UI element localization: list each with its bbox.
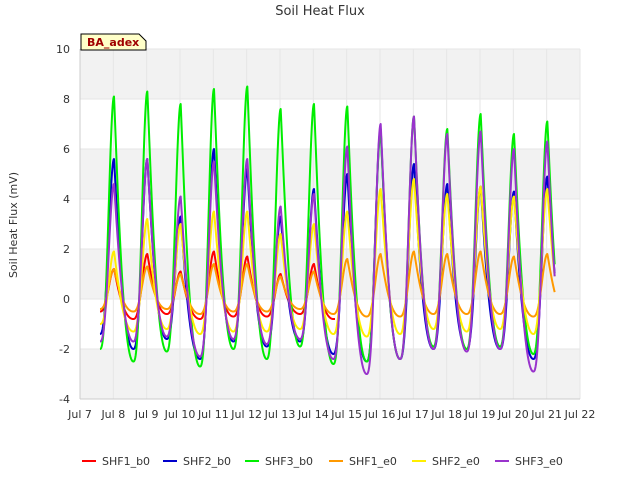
legend-item-shf1_b0: SHF1_b0 (82, 455, 150, 468)
x-tick-label: Jul 18 (430, 408, 462, 421)
y-tick-label: -4 (59, 393, 70, 406)
x-tick-label: Jul 9 (134, 408, 159, 421)
y-tick-label: 2 (63, 243, 70, 256)
background-bands (80, 49, 580, 399)
y-tick-label: 4 (63, 193, 70, 206)
background-band (80, 49, 580, 99)
x-tick-label: Jul 16 (364, 408, 396, 421)
legend-label: SHF2_e0 (432, 455, 480, 468)
y-tick-label: 10 (56, 43, 70, 56)
legend-item-shf1_e0: SHF1_e0 (329, 455, 397, 468)
series-line-shf1_e0 (99, 250, 556, 318)
legend-label: SHF1_b0 (102, 455, 150, 468)
x-tick-label: Jul 22 (564, 408, 596, 421)
legend: SHF1_b0 SHF2_b0 SHF3_b0 SHF1_e0 SHF2_e0 SHF3_… (82, 455, 563, 468)
legend-item-shf3_b0: SHF3_b0 (245, 455, 313, 468)
legend-label: SHF3_b0 (265, 455, 313, 468)
y-tick-label: 8 (63, 93, 70, 106)
plot-series (79, 49, 580, 400)
y-tick-label: -2 (59, 343, 70, 356)
background-band (80, 149, 580, 199)
series-line-shf3_e0 (99, 115, 556, 375)
background-band (80, 249, 580, 299)
x-tick-label: Jul 21 (530, 408, 562, 421)
x-tick-label: Jul 10 (164, 408, 196, 421)
x-tick-label: Jul 15 (330, 408, 362, 421)
chart-title: Soil Heat Flux (275, 4, 365, 19)
x-tick-label: Jul 19 (464, 408, 496, 421)
site-badge: BA_adex (80, 33, 147, 51)
x-tick-label: Jul 20 (497, 408, 529, 421)
x-tick-label: Jul 8 (100, 408, 125, 421)
x-axis-ticks: Jul 7 Jul 8 Jul 9 Jul 10 Jul 11 Jul 12 Jul 13 J… (67, 408, 595, 421)
legend-item-shf3_e0: SHF3_e0 (495, 455, 563, 468)
legend-label: SHF3_e0 (515, 455, 563, 468)
y-axis-ticks: -4 -2 0 2 4 6 8 10 (56, 43, 70, 406)
y-axis-label: Soil Heat Flux (mV) (7, 172, 20, 278)
x-tick-label: Jul 13 (264, 408, 296, 421)
x-tick-label: Jul 17 (397, 408, 429, 421)
legend-item-shf2_b0: SHF2_b0 (163, 455, 231, 468)
legend-label: SHF2_b0 (183, 455, 231, 468)
legend-label: SHF1_e0 (349, 455, 397, 468)
legend-item-shf2_e0: SHF2_e0 (412, 455, 480, 468)
x-tick-label: Jul 7 (67, 408, 92, 421)
y-tick-label: 6 (63, 143, 70, 156)
x-tick-label: Jul 12 (230, 408, 262, 421)
y-tick-label: 0 (63, 293, 70, 306)
site-badge-box (80, 33, 147, 51)
site-badge-label: BA_adex (87, 36, 139, 49)
x-tick-label: Jul 14 (297, 408, 329, 421)
x-tick-label: Jul 11 (197, 408, 229, 421)
